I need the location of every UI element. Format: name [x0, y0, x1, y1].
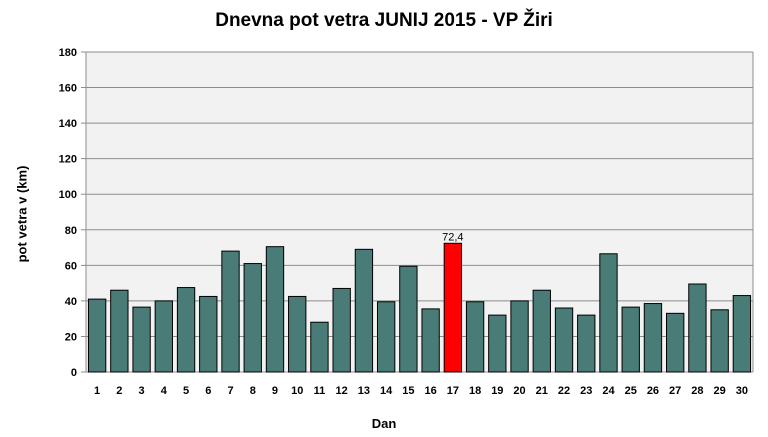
- bar-day-27: [666, 312, 685, 373]
- bar-day-5: [176, 287, 196, 373]
- bar-day-3: [132, 306, 151, 373]
- x-tick-label-4: 4: [161, 385, 168, 397]
- bar-day-30: [732, 295, 752, 373]
- x-tick-label-12: 12: [336, 385, 348, 397]
- bar-day-2: [110, 289, 129, 373]
- x-tick-label-15: 15: [402, 385, 414, 397]
- y-tick-label-60: 60: [65, 260, 77, 272]
- bar-day-22: [554, 307, 574, 373]
- bar-day-16: [421, 308, 440, 373]
- x-tick-label-10: 10: [291, 385, 303, 397]
- bar-day-10: [288, 295, 307, 373]
- x-tick-label-11: 11: [314, 385, 326, 397]
- bar-day-7: [221, 250, 240, 373]
- bar-day-12: [332, 287, 351, 373]
- bar-day-11: [310, 321, 329, 373]
- bar-day-6: [199, 295, 218, 373]
- data-labels: 72,4: [442, 231, 463, 243]
- x-tick-label-30: 30: [736, 385, 748, 397]
- bar-day-17: [443, 242, 463, 373]
- y-tick-label-80: 80: [65, 225, 77, 237]
- bar-day-9: [265, 246, 285, 373]
- x-tick-label-9: 9: [272, 385, 278, 397]
- bar-day-24: [599, 253, 618, 373]
- x-tick-label-23: 23: [580, 385, 592, 397]
- y-tick-label-140: 140: [59, 118, 77, 130]
- bar-day-18: [465, 301, 485, 373]
- x-tick-label-29: 29: [714, 385, 726, 397]
- bar-day-21: [532, 289, 551, 373]
- x-tick-label-1: 1: [94, 385, 100, 397]
- y-tick-labels: 0 20 40 60 80 100 120 140 160 180: [59, 47, 77, 379]
- y-tick-label-180: 180: [59, 47, 77, 59]
- x-tick-label-2: 2: [116, 385, 122, 397]
- bar-day-29: [710, 309, 729, 373]
- y-tick-label-100: 100: [59, 189, 77, 201]
- x-tick-label-27: 27: [669, 385, 681, 397]
- bar-day-4: [154, 300, 173, 373]
- x-tick-labels: 1 2 3 4 5 6 7 8 9 10 11 12 13 14 15 16 17 18 19 20 21 22 23 24 2…: [94, 385, 748, 397]
- x-tick-label-21: 21: [536, 385, 548, 397]
- x-tick-label-6: 6: [205, 385, 211, 397]
- x-tick-label-5: 5: [183, 385, 189, 397]
- bar-day-23: [577, 314, 596, 373]
- x-tick-label-26: 26: [647, 385, 659, 397]
- x-axis-label: Dan: [371, 416, 397, 431]
- x-tick-label-3: 3: [139, 385, 145, 397]
- x-tick-label-8: 8: [250, 385, 256, 397]
- x-tick-label-18: 18: [469, 385, 481, 397]
- grid-lines: [81, 51, 754, 373]
- bar-day-1: [87, 298, 107, 373]
- x-tick-label-24: 24: [602, 385, 615, 397]
- x-tick-label-17: 17: [447, 385, 459, 397]
- x-tick-label-19: 19: [491, 385, 503, 397]
- bar-day-20: [510, 300, 529, 373]
- bars: [87, 242, 752, 373]
- x-tick-label-16: 16: [424, 385, 436, 397]
- x-tick-label-25: 25: [625, 385, 637, 397]
- y-tick-label-0: 0: [71, 367, 77, 379]
- x-tick-label-7: 7: [227, 385, 233, 397]
- y-tick-label-120: 120: [59, 154, 77, 166]
- bar-day-15: [399, 265, 418, 373]
- y-tick-label-40: 40: [65, 296, 77, 308]
- bar-day-14: [376, 301, 396, 373]
- x-tick-label-20: 20: [513, 385, 525, 397]
- bar-day-19: [488, 314, 507, 373]
- bar-day-13: [354, 248, 374, 373]
- bar-day-26: [643, 303, 663, 373]
- x-tick-label-22: 22: [558, 385, 570, 397]
- y-tick-label-160: 160: [59, 83, 77, 95]
- x-tick-label-14: 14: [380, 385, 393, 397]
- data-label-day-17: 72,4: [442, 231, 463, 243]
- bar-day-25: [621, 306, 640, 373]
- chart-title: Dnevna pot vetra JUNIJ 2015 - VP Žiri: [215, 10, 553, 31]
- x-tick-label-13: 13: [358, 385, 370, 397]
- bar-day-28: [688, 283, 707, 373]
- y-tick-label-20: 20: [65, 331, 77, 343]
- x-tick-label-28: 28: [691, 385, 703, 397]
- plot-area: [86, 52, 753, 372]
- bar-day-8: [243, 263, 262, 373]
